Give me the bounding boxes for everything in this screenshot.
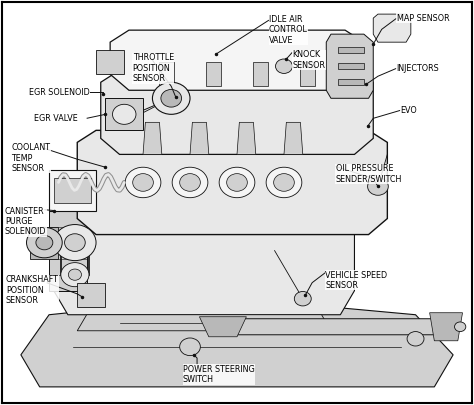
Polygon shape [110,30,364,90]
Text: EGR SOLENOID: EGR SOLENOID [29,88,90,97]
Circle shape [227,174,247,191]
Polygon shape [101,70,373,154]
Circle shape [54,224,96,261]
Polygon shape [429,313,463,341]
Circle shape [180,174,201,191]
Polygon shape [105,98,143,130]
Polygon shape [30,226,58,259]
Polygon shape [49,171,96,211]
Polygon shape [21,291,453,387]
Circle shape [180,338,201,356]
Polygon shape [96,50,124,74]
Text: OIL PRESSURE
SENDER/SWITCH: OIL PRESSURE SENDER/SWITCH [336,164,402,184]
Polygon shape [54,190,355,315]
Polygon shape [77,130,387,234]
Circle shape [455,322,466,332]
Circle shape [219,167,255,198]
Circle shape [68,269,82,280]
Polygon shape [77,315,331,331]
Circle shape [36,235,53,250]
Polygon shape [77,283,105,307]
Circle shape [161,90,182,107]
Polygon shape [284,122,303,154]
Circle shape [112,104,136,124]
Circle shape [27,227,62,258]
Polygon shape [326,34,373,98]
Text: KNOCK
SENSOR: KNOCK SENSOR [292,50,326,70]
Circle shape [153,82,190,114]
Circle shape [64,234,85,252]
Bar [207,62,220,86]
Text: VEHICLE SPEED
SENSOR: VEHICLE SPEED SENSOR [325,271,387,290]
Text: THROTTLE
POSITION
SENSOR: THROTTLE POSITION SENSOR [133,53,174,83]
Text: CANISTER
PURGE
SOLENOID: CANISTER PURGE SOLENOID [5,207,46,236]
Circle shape [172,167,208,198]
Text: POWER STEERING
SWITCH: POWER STEERING SWITCH [183,365,255,384]
Bar [301,62,315,86]
Text: IDLE AIR
CONTROL
VALVE: IDLE AIR CONTROL VALVE [269,15,308,45]
Text: EVO: EVO [401,106,417,115]
Bar [254,62,267,86]
Circle shape [368,178,388,195]
Circle shape [407,332,424,346]
Circle shape [273,174,294,191]
Circle shape [133,174,154,191]
Bar [338,64,364,69]
Polygon shape [49,202,87,291]
Polygon shape [200,317,246,337]
Circle shape [275,59,292,73]
Bar [159,62,173,86]
Bar [338,47,364,53]
Text: MAP SENSOR: MAP SENSOR [397,14,449,23]
Circle shape [266,167,302,198]
Circle shape [125,167,161,198]
Bar [54,179,91,202]
Polygon shape [143,122,162,154]
Bar [338,79,364,85]
Text: INJECTORS: INJECTORS [397,64,439,73]
Polygon shape [209,319,453,335]
Circle shape [294,292,311,306]
Text: COOLANT
TEMP
SENSOR: COOLANT TEMP SENSOR [11,143,50,173]
Text: EGR VALVE: EGR VALVE [34,114,78,123]
Text: CRANKSHAFT
POSITION
SENSOR: CRANKSHAFT POSITION SENSOR [6,275,59,305]
Polygon shape [237,122,256,154]
Polygon shape [190,122,209,154]
Circle shape [61,262,89,287]
Polygon shape [373,14,411,42]
